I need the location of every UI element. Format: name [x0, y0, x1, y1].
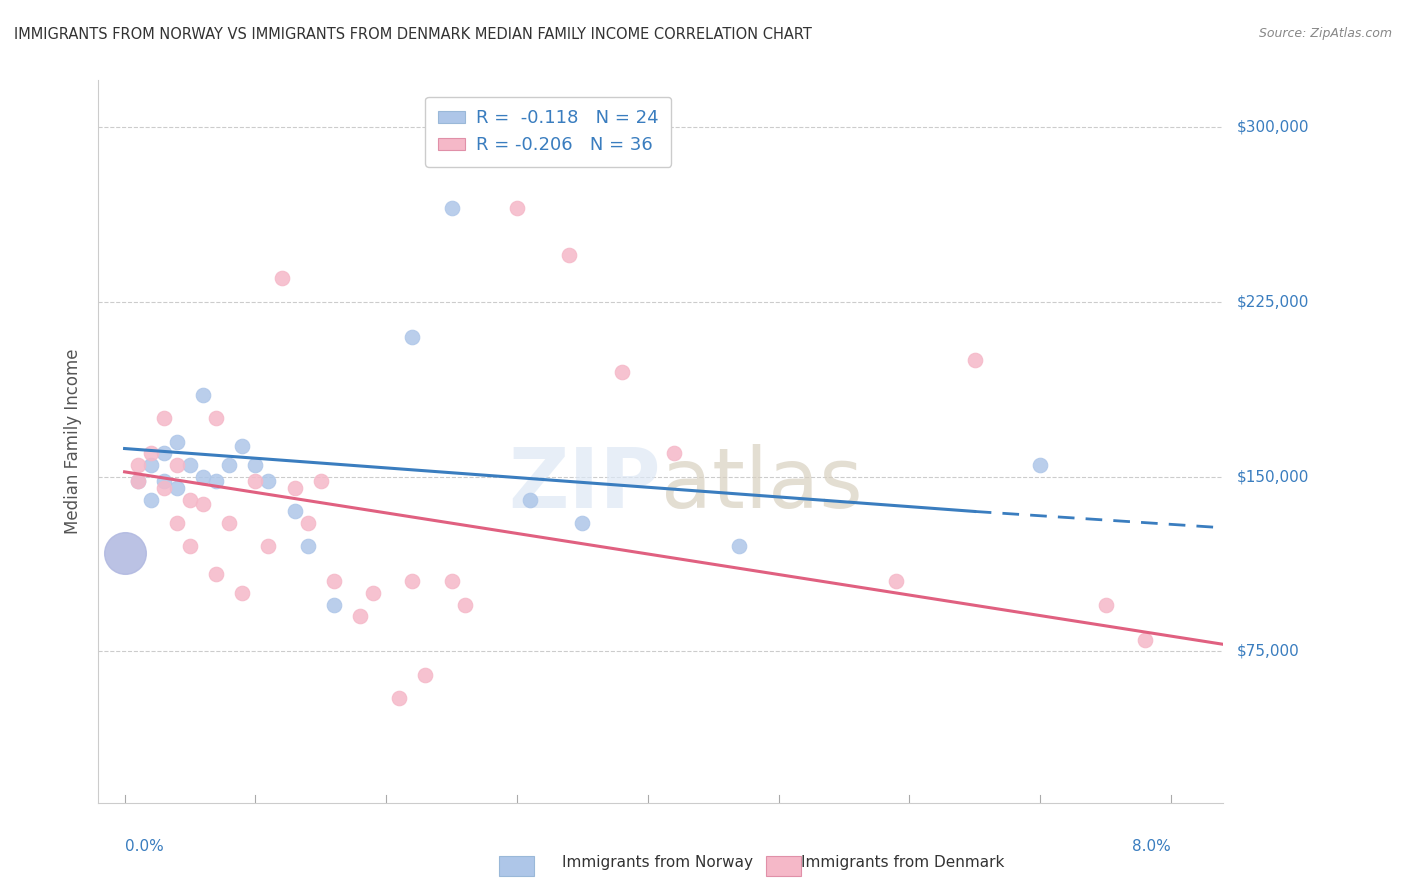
- Point: [245, 458, 267, 472]
- Point: [139, 458, 162, 472]
- Point: [179, 458, 201, 472]
- Text: ZIP: ZIP: [509, 444, 661, 525]
- Point: [963, 353, 986, 368]
- Point: [127, 458, 149, 472]
- Point: [401, 574, 423, 589]
- Point: [179, 540, 201, 554]
- Point: [205, 567, 228, 582]
- Point: [153, 411, 176, 425]
- Point: [139, 492, 162, 507]
- Text: Source: ZipAtlas.com: Source: ZipAtlas.com: [1258, 27, 1392, 40]
- Point: [309, 474, 332, 488]
- Point: [284, 504, 307, 518]
- Point: [218, 516, 240, 530]
- Point: [205, 411, 228, 425]
- Point: [361, 586, 384, 600]
- Point: [440, 574, 463, 589]
- Point: [127, 474, 149, 488]
- Text: Immigrants from Norway: Immigrants from Norway: [562, 855, 754, 870]
- Point: [662, 446, 685, 460]
- Point: [166, 458, 188, 472]
- Point: [284, 481, 307, 495]
- Point: [270, 271, 292, 285]
- Text: 8.0%: 8.0%: [1132, 838, 1171, 854]
- Point: [166, 434, 188, 449]
- Point: [322, 598, 344, 612]
- Legend: R =  -0.118   N = 24, R = -0.206   N = 36: R = -0.118 N = 24, R = -0.206 N = 36: [426, 96, 671, 167]
- Point: [205, 474, 228, 488]
- Point: [127, 474, 149, 488]
- Point: [415, 667, 437, 681]
- Point: [401, 329, 423, 343]
- Point: [166, 516, 188, 530]
- Point: [231, 586, 253, 600]
- Point: [519, 492, 541, 507]
- Point: [349, 609, 371, 624]
- Point: [297, 540, 319, 554]
- Point: [506, 202, 529, 216]
- Text: IMMIGRANTS FROM NORWAY VS IMMIGRANTS FROM DENMARK MEDIAN FAMILY INCOME CORRELATI: IMMIGRANTS FROM NORWAY VS IMMIGRANTS FRO…: [14, 27, 811, 42]
- Text: Immigrants from Denmark: Immigrants from Denmark: [801, 855, 1005, 870]
- Point: [728, 540, 751, 554]
- Point: [571, 516, 593, 530]
- Point: [257, 540, 280, 554]
- Point: [114, 546, 136, 560]
- Point: [257, 474, 280, 488]
- Point: [231, 439, 253, 453]
- Point: [139, 446, 162, 460]
- Point: [322, 574, 344, 589]
- Text: 0.0%: 0.0%: [125, 838, 163, 854]
- Y-axis label: Median Family Income: Median Family Income: [65, 349, 83, 534]
- Text: $225,000: $225,000: [1236, 294, 1309, 310]
- Point: [179, 492, 201, 507]
- Text: $75,000: $75,000: [1236, 644, 1299, 659]
- Point: [558, 248, 581, 262]
- Text: $300,000: $300,000: [1236, 120, 1309, 135]
- Point: [191, 388, 214, 402]
- Point: [153, 446, 176, 460]
- Text: $150,000: $150,000: [1236, 469, 1309, 484]
- Point: [153, 481, 176, 495]
- Text: atlas: atlas: [661, 444, 862, 525]
- Point: [191, 469, 214, 483]
- Point: [1029, 458, 1052, 472]
- Point: [191, 498, 214, 512]
- Point: [453, 598, 475, 612]
- Point: [1133, 632, 1156, 647]
- Point: [884, 574, 907, 589]
- Point: [388, 690, 411, 705]
- Point: [218, 458, 240, 472]
- Point: [297, 516, 319, 530]
- Point: [166, 481, 188, 495]
- Point: [153, 474, 176, 488]
- Point: [440, 202, 463, 216]
- Point: [1094, 598, 1116, 612]
- Point: [245, 474, 267, 488]
- Point: [610, 365, 633, 379]
